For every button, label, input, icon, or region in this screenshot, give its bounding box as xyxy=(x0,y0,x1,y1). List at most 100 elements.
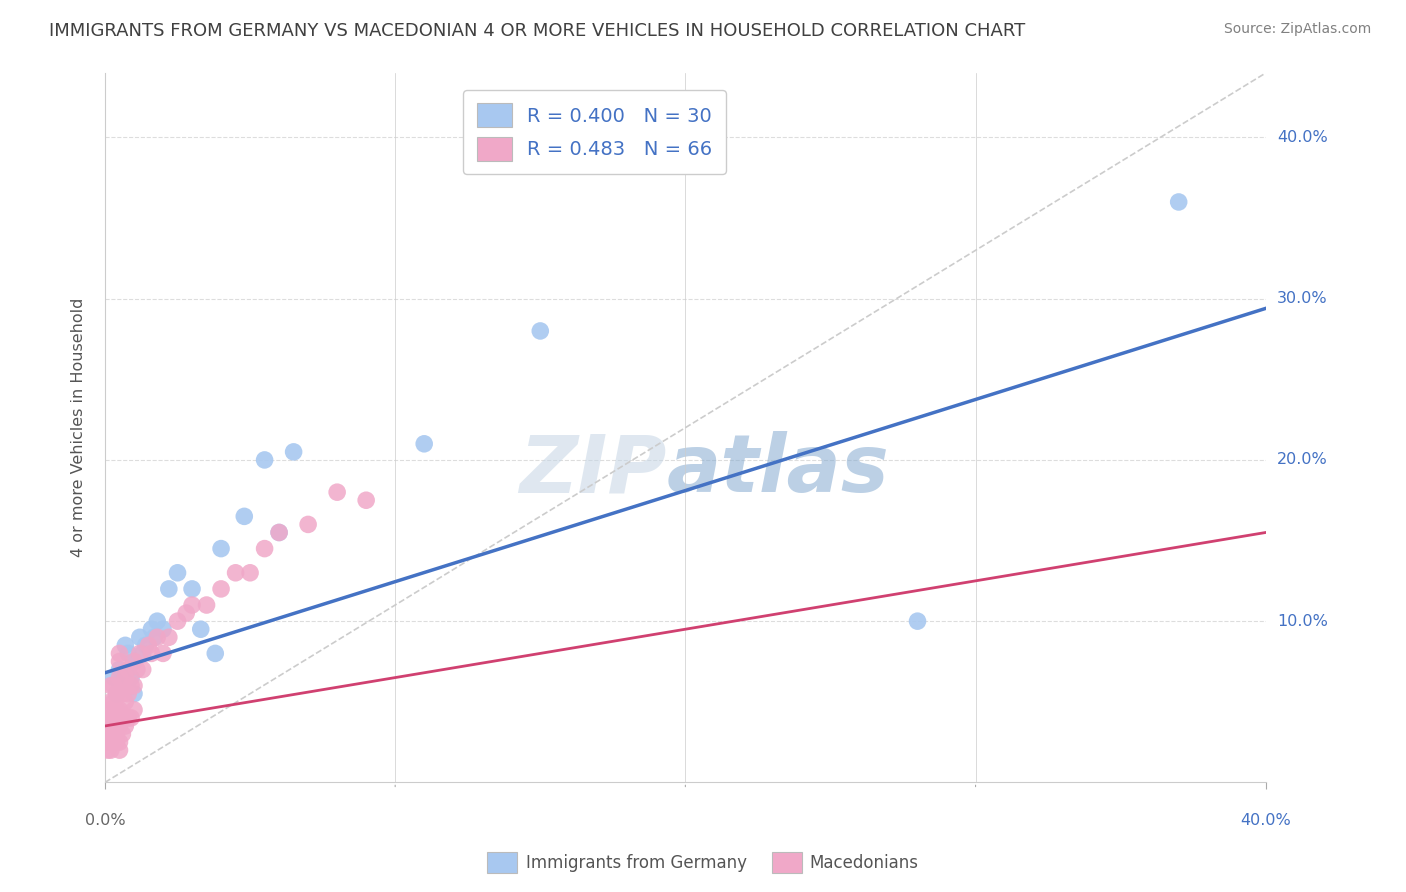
Point xyxy=(146,630,169,644)
Point xyxy=(114,695,136,709)
Point xyxy=(122,687,145,701)
Point xyxy=(108,719,131,733)
Text: 10.0%: 10.0% xyxy=(1277,614,1327,629)
Point xyxy=(135,638,157,652)
Point xyxy=(100,711,122,725)
Point xyxy=(105,703,128,717)
Point xyxy=(326,485,349,500)
Point xyxy=(122,703,145,717)
Point xyxy=(128,630,150,644)
Point xyxy=(181,598,204,612)
Point xyxy=(114,719,136,733)
Point xyxy=(100,735,122,749)
Point xyxy=(117,711,139,725)
Y-axis label: 4 or more Vehicles in Household: 4 or more Vehicles in Household xyxy=(72,298,86,558)
Point xyxy=(141,622,163,636)
Point xyxy=(132,663,155,677)
Point xyxy=(103,711,125,725)
Legend: Immigrants from Germany, Macedonians: Immigrants from Germany, Macedonians xyxy=(481,846,925,880)
Point xyxy=(100,703,122,717)
Point xyxy=(100,679,122,693)
Text: 40.0%: 40.0% xyxy=(1240,813,1291,828)
Point xyxy=(114,638,136,652)
Point xyxy=(100,727,122,741)
Point xyxy=(143,630,166,644)
Point xyxy=(233,509,256,524)
Text: 30.0%: 30.0% xyxy=(1277,291,1327,306)
Point xyxy=(190,622,212,636)
Point xyxy=(105,711,128,725)
Point xyxy=(111,687,134,701)
Point xyxy=(269,525,291,540)
Point xyxy=(195,598,218,612)
Point xyxy=(157,630,180,644)
Point xyxy=(97,711,120,725)
Point xyxy=(103,695,125,709)
Point xyxy=(117,663,139,677)
Point xyxy=(122,655,145,669)
Point xyxy=(97,727,120,741)
Point xyxy=(225,566,247,580)
Point xyxy=(141,647,163,661)
Text: 0.0%: 0.0% xyxy=(84,813,125,828)
Point xyxy=(108,663,131,677)
Point xyxy=(103,671,125,685)
Point xyxy=(297,517,319,532)
Point xyxy=(108,743,131,757)
Point xyxy=(1167,194,1189,209)
Point xyxy=(283,445,305,459)
Point xyxy=(117,647,139,661)
Point xyxy=(122,655,145,669)
Point xyxy=(174,606,197,620)
Point xyxy=(138,638,160,652)
Point xyxy=(209,582,232,596)
Text: IMMIGRANTS FROM GERMANY VS MACEDONIAN 4 OR MORE VEHICLES IN HOUSEHOLD CORRELATIO: IMMIGRANTS FROM GERMANY VS MACEDONIAN 4 … xyxy=(49,22,1025,40)
Point xyxy=(105,735,128,749)
Point xyxy=(111,711,134,725)
Point xyxy=(111,679,134,693)
Point xyxy=(105,727,128,741)
Text: 40.0%: 40.0% xyxy=(1277,130,1327,145)
Point xyxy=(239,566,262,580)
Point xyxy=(100,743,122,757)
Point xyxy=(122,679,145,693)
Point xyxy=(157,582,180,596)
Point xyxy=(105,687,128,701)
Point xyxy=(97,735,120,749)
Point xyxy=(132,647,155,661)
Point xyxy=(125,663,148,677)
Point xyxy=(97,743,120,757)
Point xyxy=(204,647,226,661)
Point xyxy=(253,453,276,467)
Point xyxy=(209,541,232,556)
Point xyxy=(152,622,174,636)
Point xyxy=(181,582,204,596)
Point xyxy=(108,655,131,669)
Point xyxy=(108,703,131,717)
Point xyxy=(108,671,131,685)
Point xyxy=(152,647,174,661)
Point xyxy=(128,647,150,661)
Point xyxy=(117,687,139,701)
Text: ZIP: ZIP xyxy=(519,431,666,509)
Point xyxy=(120,711,142,725)
Point xyxy=(105,719,128,733)
Point xyxy=(105,687,128,701)
Point xyxy=(529,324,551,338)
Point xyxy=(166,614,188,628)
Point xyxy=(120,671,142,685)
Point xyxy=(108,735,131,749)
Point xyxy=(111,727,134,741)
Point xyxy=(103,735,125,749)
Point xyxy=(114,671,136,685)
Point xyxy=(100,719,122,733)
Point xyxy=(108,687,131,701)
Text: Source: ZipAtlas.com: Source: ZipAtlas.com xyxy=(1223,22,1371,37)
Point xyxy=(253,541,276,556)
Point xyxy=(166,566,188,580)
Point xyxy=(120,679,142,693)
Point xyxy=(100,695,122,709)
Point xyxy=(108,647,131,661)
Point xyxy=(354,493,377,508)
Legend: R = 0.400   N = 30, R = 0.483   N = 66: R = 0.400 N = 30, R = 0.483 N = 66 xyxy=(463,90,725,174)
